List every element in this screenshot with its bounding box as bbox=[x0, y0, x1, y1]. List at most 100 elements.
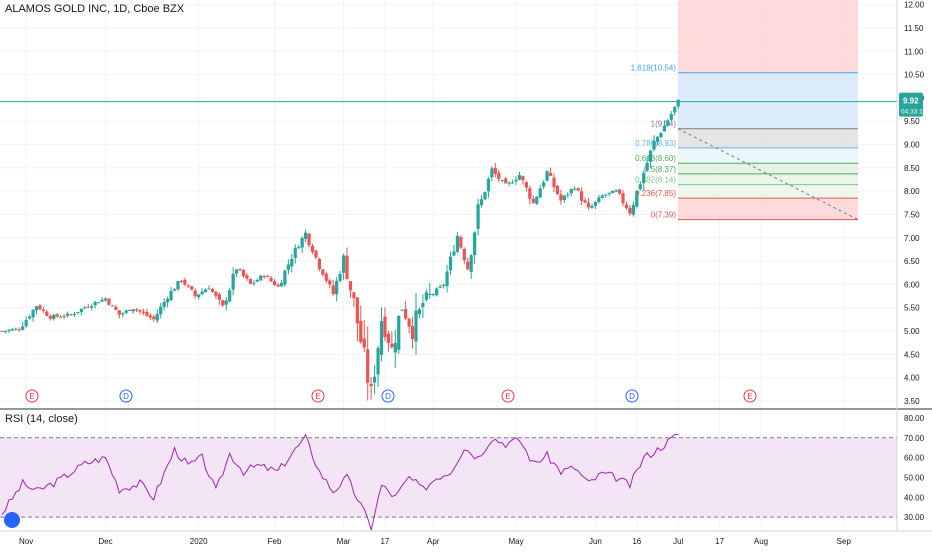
candle-body bbox=[331, 285, 335, 295]
candle-body bbox=[186, 285, 190, 287]
candle-body bbox=[252, 282, 256, 284]
event-marker-label: D bbox=[385, 392, 391, 401]
candle-body bbox=[335, 280, 339, 295]
price-axis: 12.0011.5011.0010.5010.009.509.008.508.0… bbox=[896, 0, 925, 531]
candle-body bbox=[421, 302, 425, 307]
candle-body bbox=[442, 285, 446, 287]
candle-body bbox=[466, 261, 470, 270]
candle-body bbox=[269, 277, 273, 282]
candle-body bbox=[583, 200, 587, 203]
candle-body bbox=[528, 188, 532, 199]
candle-body bbox=[103, 298, 108, 301]
candle-body bbox=[272, 281, 277, 285]
candle-body bbox=[376, 348, 380, 375]
candle-body bbox=[17, 329, 21, 331]
price-axis-tick-label: 7.50 bbox=[904, 210, 920, 219]
event-marker-label: E bbox=[29, 392, 34, 401]
candle-body bbox=[390, 343, 394, 348]
candle-body bbox=[145, 311, 149, 316]
time-axis-tick-label: Jun bbox=[589, 537, 602, 546]
candle-body bbox=[649, 150, 653, 162]
candle-body bbox=[214, 291, 218, 296]
candle-body bbox=[83, 307, 87, 309]
candle-body bbox=[310, 245, 315, 252]
fib-zone bbox=[678, 198, 858, 220]
tradingview-logo-icon[interactable] bbox=[4, 512, 20, 528]
earnings-event-icon bbox=[311, 389, 325, 403]
candle-body bbox=[14, 328, 18, 330]
fib-level-label: 0(7.39) bbox=[651, 211, 677, 220]
candle-body bbox=[166, 298, 170, 303]
candle-body bbox=[159, 306, 163, 315]
candle-body bbox=[238, 269, 242, 271]
candle-body bbox=[266, 276, 270, 278]
candle-body bbox=[131, 309, 135, 312]
candle-body bbox=[283, 270, 287, 285]
event-marker-label: E bbox=[505, 392, 510, 401]
candle-body bbox=[355, 297, 359, 324]
candle-body bbox=[362, 338, 366, 348]
candle-body bbox=[114, 306, 118, 310]
candle-body bbox=[452, 251, 456, 256]
fib-level-label: 1.618(10.54) bbox=[631, 64, 677, 73]
candle-body bbox=[328, 280, 332, 285]
candle-body bbox=[535, 196, 539, 204]
candle-body bbox=[573, 188, 577, 190]
candle-body bbox=[155, 313, 159, 321]
candle-body bbox=[72, 313, 77, 315]
last-price-value: 9.92 bbox=[903, 97, 919, 106]
time-axis-tick-label: Nov bbox=[19, 537, 33, 546]
candle-body bbox=[297, 247, 301, 249]
symbol-title[interactable]: ALAMOS GOLD INC, 1D, Cboe BZX bbox=[5, 3, 185, 15]
candle-body bbox=[228, 290, 232, 302]
candle-body bbox=[531, 198, 535, 203]
candle-body bbox=[407, 318, 411, 327]
candle-body bbox=[293, 247, 297, 259]
candle-body bbox=[662, 125, 666, 132]
candle-body bbox=[428, 293, 432, 295]
candle-body bbox=[597, 197, 601, 203]
time-axis-tick-label: Apr bbox=[427, 537, 440, 546]
candle-body bbox=[624, 204, 629, 209]
candle-body bbox=[638, 184, 642, 190]
candle-body bbox=[386, 333, 390, 343]
earnings-event-icon bbox=[501, 389, 515, 403]
candle-body bbox=[210, 288, 215, 292]
candle-body bbox=[93, 301, 97, 306]
time-axis-tick-label: Mar bbox=[337, 537, 351, 546]
candle-body bbox=[600, 195, 604, 198]
candle-body bbox=[593, 201, 597, 207]
candle-body bbox=[424, 292, 428, 300]
candle-body bbox=[34, 306, 39, 311]
candle-body bbox=[79, 308, 83, 313]
price-axis-tick-label: 9.50 bbox=[904, 117, 920, 126]
fib-level-label: 0.618(8.60) bbox=[635, 154, 676, 163]
candle-body bbox=[231, 273, 235, 290]
candle-body bbox=[562, 195, 566, 200]
candle-body bbox=[207, 288, 211, 290]
candle-body bbox=[203, 289, 208, 293]
price-axis-tick-label: 8.50 bbox=[904, 164, 920, 173]
candle-body bbox=[7, 329, 11, 331]
candle-body bbox=[197, 294, 201, 298]
candle-body bbox=[635, 191, 639, 207]
candle-body bbox=[300, 237, 304, 248]
candle-body bbox=[435, 288, 439, 296]
candle-body bbox=[255, 279, 259, 282]
candle-body bbox=[107, 298, 111, 305]
event-marker-label: D bbox=[629, 392, 635, 401]
rsi-axis-tick-label: 40.00 bbox=[904, 493, 925, 502]
candle-body bbox=[45, 311, 49, 316]
candle-body bbox=[245, 275, 249, 279]
fibonacci-retracement: 1.618(10.54) 1(9.34) 0.786(8.93) 0.618(8.60… bbox=[631, 0, 859, 221]
candle-body bbox=[65, 313, 70, 316]
time-axis-tick-label: Feb bbox=[268, 537, 282, 546]
candle-body bbox=[642, 172, 646, 184]
candle-body bbox=[0, 330, 4, 332]
candle-body bbox=[59, 316, 63, 318]
candle-body bbox=[552, 177, 556, 188]
rsi-indicator-title[interactable]: RSI (14, close) bbox=[5, 413, 78, 425]
